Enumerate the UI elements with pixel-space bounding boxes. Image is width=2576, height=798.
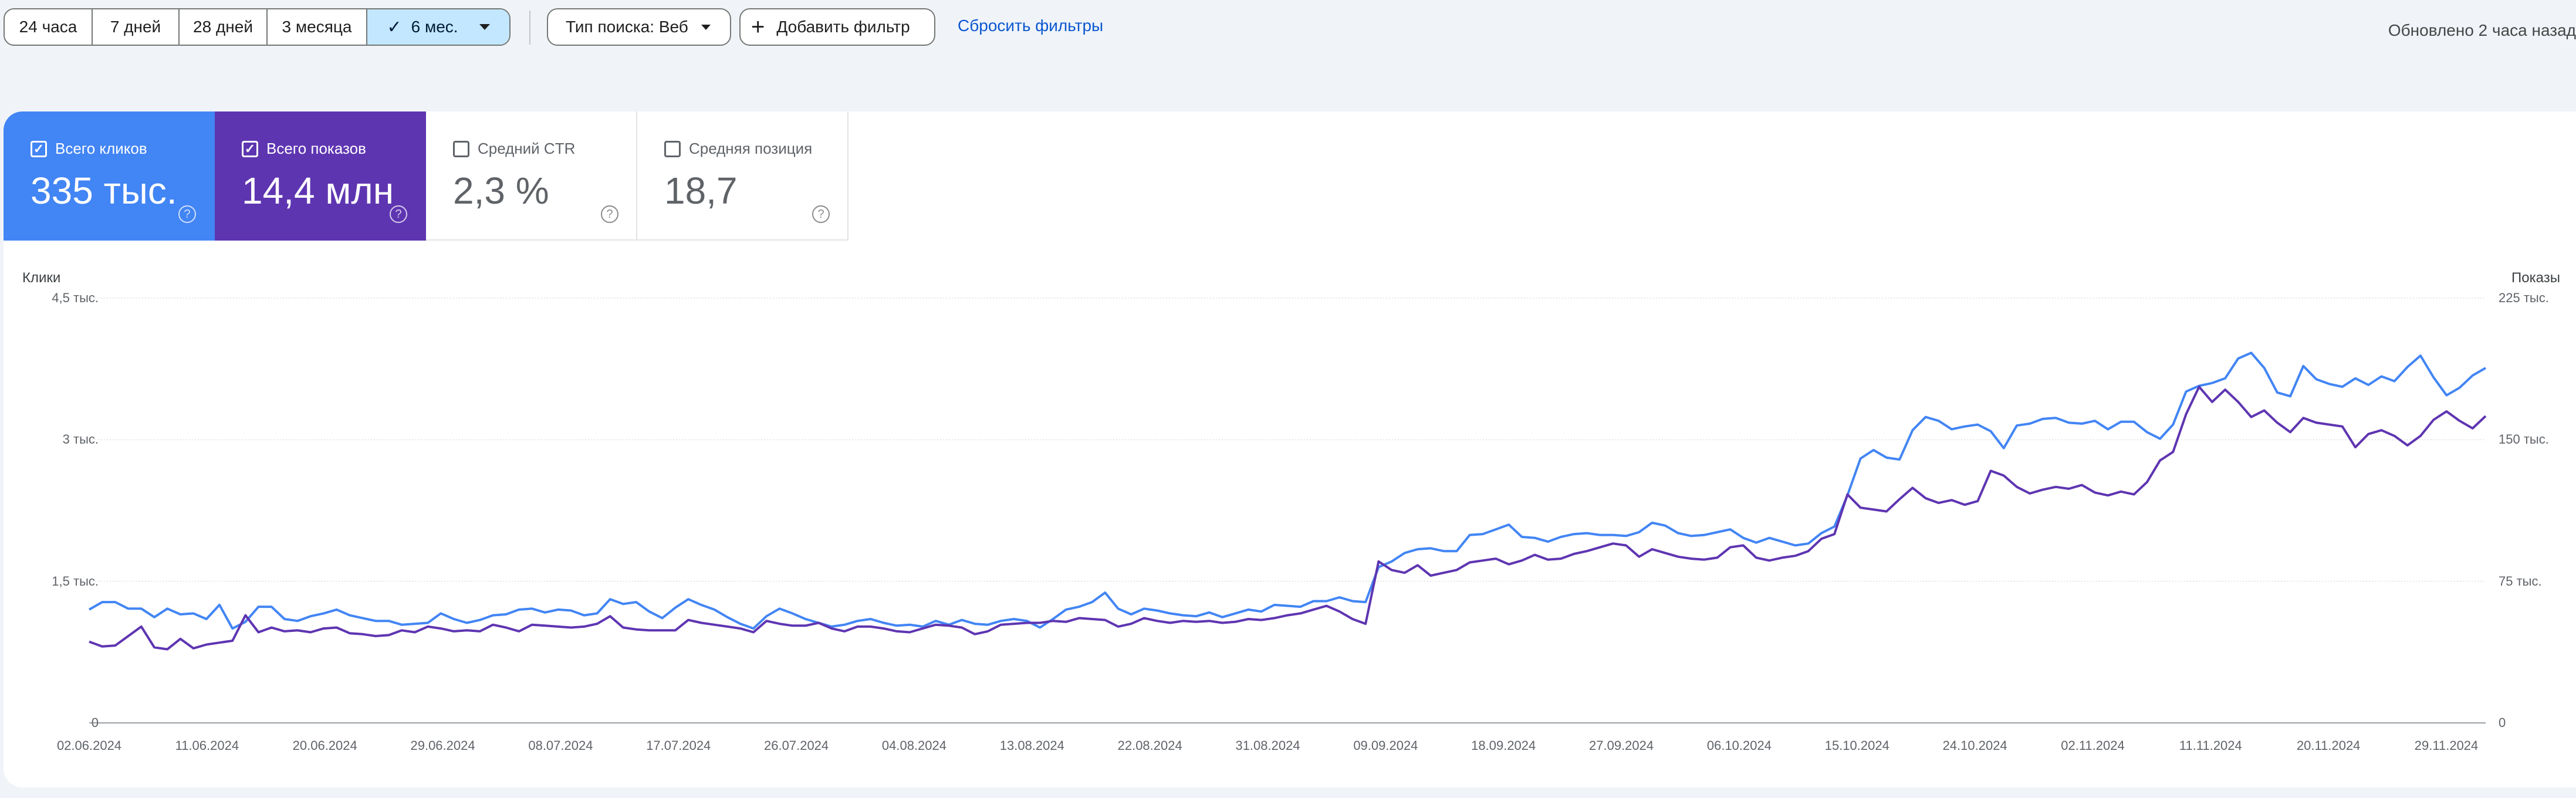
help-icon[interactable]: ? <box>601 205 618 223</box>
range-label: 24 часа <box>19 18 77 36</box>
x-tick-label: 13.08.2024 <box>999 738 1064 753</box>
left-axis-title: Клики <box>22 270 61 286</box>
range-label: 6 мес. <box>411 18 458 36</box>
x-tick-label: 18.09.2024 <box>1471 738 1536 753</box>
plus-icon: + <box>751 14 765 40</box>
range-label: 28 дней <box>193 18 253 36</box>
clicks-series-line <box>89 351 2486 630</box>
toolbar-divider <box>529 11 530 45</box>
metric-average-position[interactable]: Средняя позиция 18,7 ? <box>637 111 848 241</box>
right-axis-title: Показы <box>2511 270 2560 286</box>
check-icon: ✓ <box>387 17 402 37</box>
checkbox-checked-icon[interactable]: ✓ <box>242 140 258 157</box>
x-tick-label: 29.11.2024 <box>2414 738 2479 753</box>
dropdown-arrow-icon <box>701 24 711 30</box>
search-type-filter[interactable]: Тип поиска: Веб <box>547 8 731 46</box>
y-right-tick-label: 150 тыс. <box>2499 432 2549 447</box>
x-tick-label: 31.08.2024 <box>1235 738 1300 753</box>
metric-label: ✓ Всего показов <box>242 140 366 158</box>
y-left-tick-label: 0 <box>91 715 99 730</box>
metric-value: 335 тыс. <box>31 170 177 212</box>
metric-title: Всего показов <box>266 140 366 157</box>
x-tick-label: 17.07.2024 <box>646 738 711 753</box>
range-28d-button[interactable]: 28 дней <box>180 9 268 45</box>
search-type-label: Тип поиска: Веб <box>566 18 688 36</box>
metric-title: Средний CTR <box>478 140 576 157</box>
x-tick-label: 22.08.2024 <box>1117 738 1182 753</box>
chart-svg <box>89 297 2487 723</box>
x-tick-label: 20.11.2024 <box>2296 738 2361 753</box>
range-3m-button[interactable]: 3 месяца <box>268 9 367 45</box>
x-tick-label: 20.06.2024 <box>292 738 357 753</box>
y-left-tick-label: 1,5 тыс. <box>52 573 99 589</box>
metric-total-impressions[interactable]: ✓ Всего показов 14,4 млн ? <box>215 111 426 241</box>
range-label: 3 месяца <box>282 18 352 36</box>
metric-label: Средний CTR <box>453 140 575 158</box>
x-tick-label: 29.06.2024 <box>410 738 475 753</box>
x-tick-label: 11.06.2024 <box>175 738 239 753</box>
help-icon[interactable]: ? <box>812 205 830 223</box>
y-right-tick-label: 0 <box>2499 715 2506 730</box>
checkbox-checked-icon[interactable]: ✓ <box>31 140 47 157</box>
add-filter-button[interactable]: + Добавить фильтр <box>739 8 935 46</box>
x-tick-label: 02.11.2024 <box>2061 738 2125 753</box>
x-tick-label: 04.08.2024 <box>881 738 946 753</box>
reset-filters-link[interactable]: Сбросить фильтры <box>958 16 1104 35</box>
last-updated-text: Обновлено 2 часа назад <box>2388 21 2576 39</box>
range-24h-button[interactable]: 24 часа <box>5 9 93 45</box>
x-tick-label: 08.07.2024 <box>528 738 593 753</box>
metric-total-clicks[interactable]: ✓ Всего кликов 335 тыс. ? <box>4 111 215 241</box>
x-tick-label: 09.09.2024 <box>1353 738 1418 753</box>
x-tick-label: 06.10.2024 <box>1706 738 1772 753</box>
metric-value: 18,7 <box>664 170 738 212</box>
range-label: 7 дней <box>110 18 161 36</box>
help-icon[interactable]: ? <box>178 205 196 223</box>
metric-value: 14,4 млн <box>242 170 394 212</box>
range-7d-button[interactable]: 7 дней <box>93 9 180 45</box>
metric-title: Средняя позиция <box>689 140 813 157</box>
checkbox-unchecked-icon[interactable] <box>664 140 681 157</box>
metric-label: ✓ Всего кликов <box>31 140 147 158</box>
x-tick-label: 27.09.2024 <box>1589 738 1654 753</box>
impressions-series-line <box>89 386 2487 651</box>
x-tick-label: 26.07.2024 <box>764 738 829 753</box>
y-left-tick-label: 3 тыс. <box>62 432 99 447</box>
metric-title: Всего кликов <box>55 140 147 157</box>
x-tick-label: 02.06.2024 <box>56 738 122 753</box>
metric-average-ctr[interactable]: Средний CTR 2,3 % ? <box>426 111 637 241</box>
y-right-tick-label: 75 тыс. <box>2499 573 2542 589</box>
metric-value: 2,3 % <box>453 170 549 212</box>
x-tick-label: 15.10.2024 <box>1824 738 1889 753</box>
x-tick-label: 11.11.2024 <box>2179 738 2242 753</box>
y-left-tick-label: 4,5 тыс. <box>52 290 99 305</box>
range-6m-button[interactable]: ✓ 6 мес. <box>367 9 509 45</box>
dropdown-arrow-icon <box>479 24 490 30</box>
y-right-tick-label: 225 тыс. <box>2499 290 2549 305</box>
checkbox-unchecked-icon[interactable] <box>453 140 469 157</box>
metric-label: Средняя позиция <box>664 140 812 158</box>
performance-card: ✓ Всего кликов 335 тыс. ? ✓ Всего показо… <box>4 111 2576 787</box>
help-icon[interactable]: ? <box>390 205 407 223</box>
date-range-selector: 24 часа 7 дней 28 дней 3 месяца ✓ 6 мес. <box>4 8 511 46</box>
x-tick-label: 24.10.2024 <box>1942 738 2007 753</box>
add-filter-label: Добавить фильтр <box>776 18 910 36</box>
